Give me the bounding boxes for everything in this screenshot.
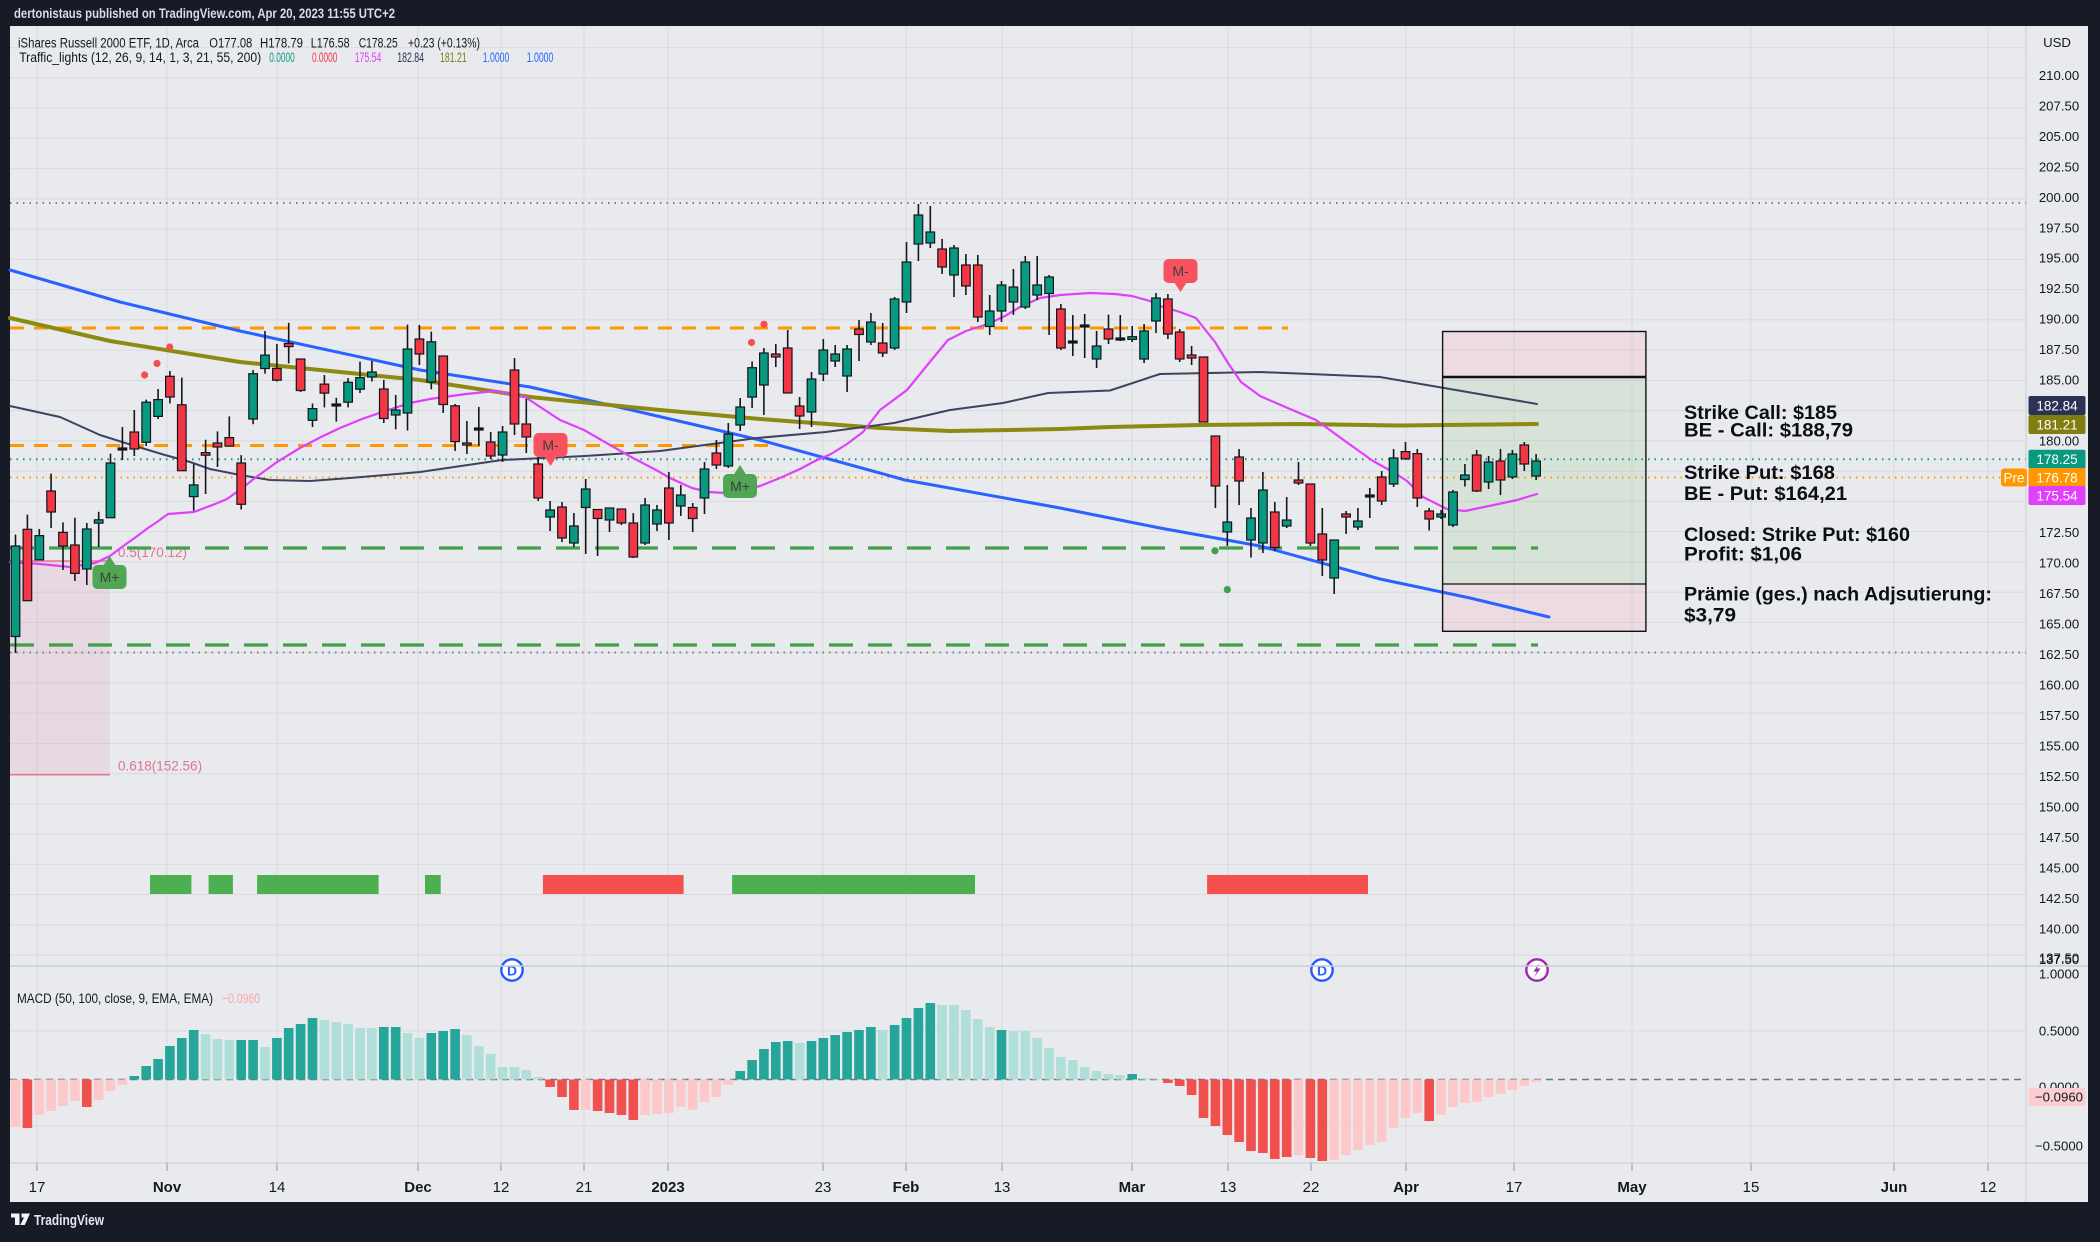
svg-text:Pre: Pre — [2003, 471, 2024, 486]
svg-text:15: 15 — [1743, 1179, 1760, 1196]
svg-text:USD: USD — [2043, 35, 2071, 50]
svg-text:192.50: 192.50 — [2039, 281, 2079, 296]
svg-text:145.00: 145.00 — [2039, 861, 2079, 876]
svg-text:iShares Russell 2000 ETF, 1D,: iShares Russell 2000 ETF, 1D, Arca O177.0… — [18, 36, 480, 52]
svg-text:M-: M- — [1172, 263, 1189, 279]
svg-text:207.50: 207.50 — [2039, 98, 2079, 113]
svg-text:202.50: 202.50 — [2039, 159, 2079, 174]
svg-text:137.50: 137.50 — [2039, 951, 2079, 966]
svg-text:M-: M- — [542, 437, 559, 453]
svg-text:150.00: 150.00 — [2039, 800, 2079, 815]
svg-text:155.00: 155.00 — [2039, 739, 2079, 754]
svg-text:180.00: 180.00 — [2039, 434, 2079, 449]
svg-text:147.50: 147.50 — [2039, 830, 2079, 845]
svg-text:−0.5000: −0.5000 — [2035, 1139, 2083, 1154]
svg-text:190.00: 190.00 — [2039, 312, 2079, 327]
svg-text:17: 17 — [29, 1179, 46, 1196]
svg-text:Feb: Feb — [893, 1179, 920, 1196]
svg-text:210.00: 210.00 — [2039, 68, 2079, 83]
svg-text:Apr: Apr — [1393, 1179, 1419, 1196]
svg-text:−0.0960: −0.0960 — [2035, 1090, 2083, 1105]
svg-text:M+: M+ — [730, 478, 750, 494]
svg-text:205.00: 205.00 — [2039, 129, 2079, 144]
svg-text:172.50: 172.50 — [2039, 525, 2079, 540]
svg-text:Dec: Dec — [404, 1179, 432, 1196]
svg-text:Nov: Nov — [153, 1179, 182, 1196]
svg-text:Traffic_lights (12, 26, 9, 14,: Traffic_lights (12, 26, 9, 14, 1, 3, 21,… — [19, 50, 553, 66]
svg-text:BE - Call: $188,79: BE - Call: $188,79 — [1684, 421, 1853, 442]
svg-text:Jun: Jun — [1881, 1179, 1908, 1196]
svg-text:Strike Put: $168: Strike Put: $168 — [1684, 463, 1835, 484]
svg-text:13: 13 — [994, 1179, 1011, 1196]
svg-text:Profit: $1,06: Profit: $1,06 — [1684, 545, 1802, 566]
svg-text:D: D — [507, 963, 517, 979]
svg-text:200.00: 200.00 — [2039, 190, 2079, 205]
svg-text:1.0000: 1.0000 — [2039, 967, 2079, 982]
svg-text:17: 17 — [1506, 1179, 1523, 1196]
svg-text:14: 14 — [269, 1179, 286, 1196]
svg-text:140.00: 140.00 — [2039, 922, 2079, 937]
svg-text:MACD (50, 100, close, 9, EMA,: MACD (50, 100, close, 9, EMA, EMA) −0.096… — [17, 991, 260, 1007]
svg-text:dertonistaus published on Trad: dertonistaus published on TradingView.co… — [14, 6, 395, 21]
svg-text:197.50: 197.50 — [2039, 220, 2079, 235]
svg-text:2023: 2023 — [651, 1179, 684, 1196]
svg-text:157.50: 157.50 — [2039, 708, 2079, 723]
svg-text:175.54: 175.54 — [2036, 488, 2078, 503]
svg-text:12: 12 — [493, 1179, 510, 1196]
svg-text:BE - Put: $164,21: BE - Put: $164,21 — [1684, 484, 1847, 505]
svg-text:$3,79: $3,79 — [1684, 606, 1736, 627]
svg-text:D: D — [1317, 963, 1327, 979]
svg-text:182.84: 182.84 — [2036, 398, 2078, 413]
svg-text:TradingView: TradingView — [34, 1212, 104, 1229]
svg-text:23: 23 — [815, 1179, 832, 1196]
svg-text:22: 22 — [1303, 1179, 1320, 1196]
svg-text:142.50: 142.50 — [2039, 891, 2079, 906]
svg-text:176.78: 176.78 — [2036, 470, 2077, 485]
svg-text:167.50: 167.50 — [2039, 586, 2079, 601]
svg-text:137.50: 137.50 — [2039, 952, 2079, 967]
svg-text:185.00: 185.00 — [2039, 373, 2079, 388]
svg-text:May: May — [1617, 1179, 1647, 1196]
svg-text:160.00: 160.00 — [2039, 678, 2079, 693]
svg-text:21: 21 — [576, 1179, 593, 1196]
svg-text:Prämie (ges.) nach Adjsutierun: Prämie (ges.) nach Adjsutierung: — [1684, 585, 1992, 606]
svg-text:Strike Call: $185: Strike Call: $185 — [1684, 403, 1837, 424]
svg-text:Closed: Strike Put: $160: Closed: Strike Put: $160 — [1684, 525, 1910, 546]
svg-text:Mar: Mar — [1119, 1179, 1146, 1196]
svg-text:187.50: 187.50 — [2039, 342, 2079, 357]
svg-text:178.25: 178.25 — [2036, 452, 2077, 467]
svg-text:0.618(152.56): 0.618(152.56) — [118, 759, 202, 774]
svg-text:165.00: 165.00 — [2039, 617, 2079, 632]
svg-text:12: 12 — [1980, 1179, 1997, 1196]
svg-text:M+: M+ — [100, 569, 120, 585]
svg-text:0.5000: 0.5000 — [2039, 1024, 2079, 1039]
svg-text:181.21: 181.21 — [2036, 417, 2077, 432]
svg-text:162.50: 162.50 — [2039, 647, 2079, 662]
svg-text:13: 13 — [1220, 1179, 1237, 1196]
svg-text:195.00: 195.00 — [2039, 251, 2079, 266]
svg-text:170.00: 170.00 — [2039, 556, 2079, 571]
svg-text:152.50: 152.50 — [2039, 769, 2079, 784]
